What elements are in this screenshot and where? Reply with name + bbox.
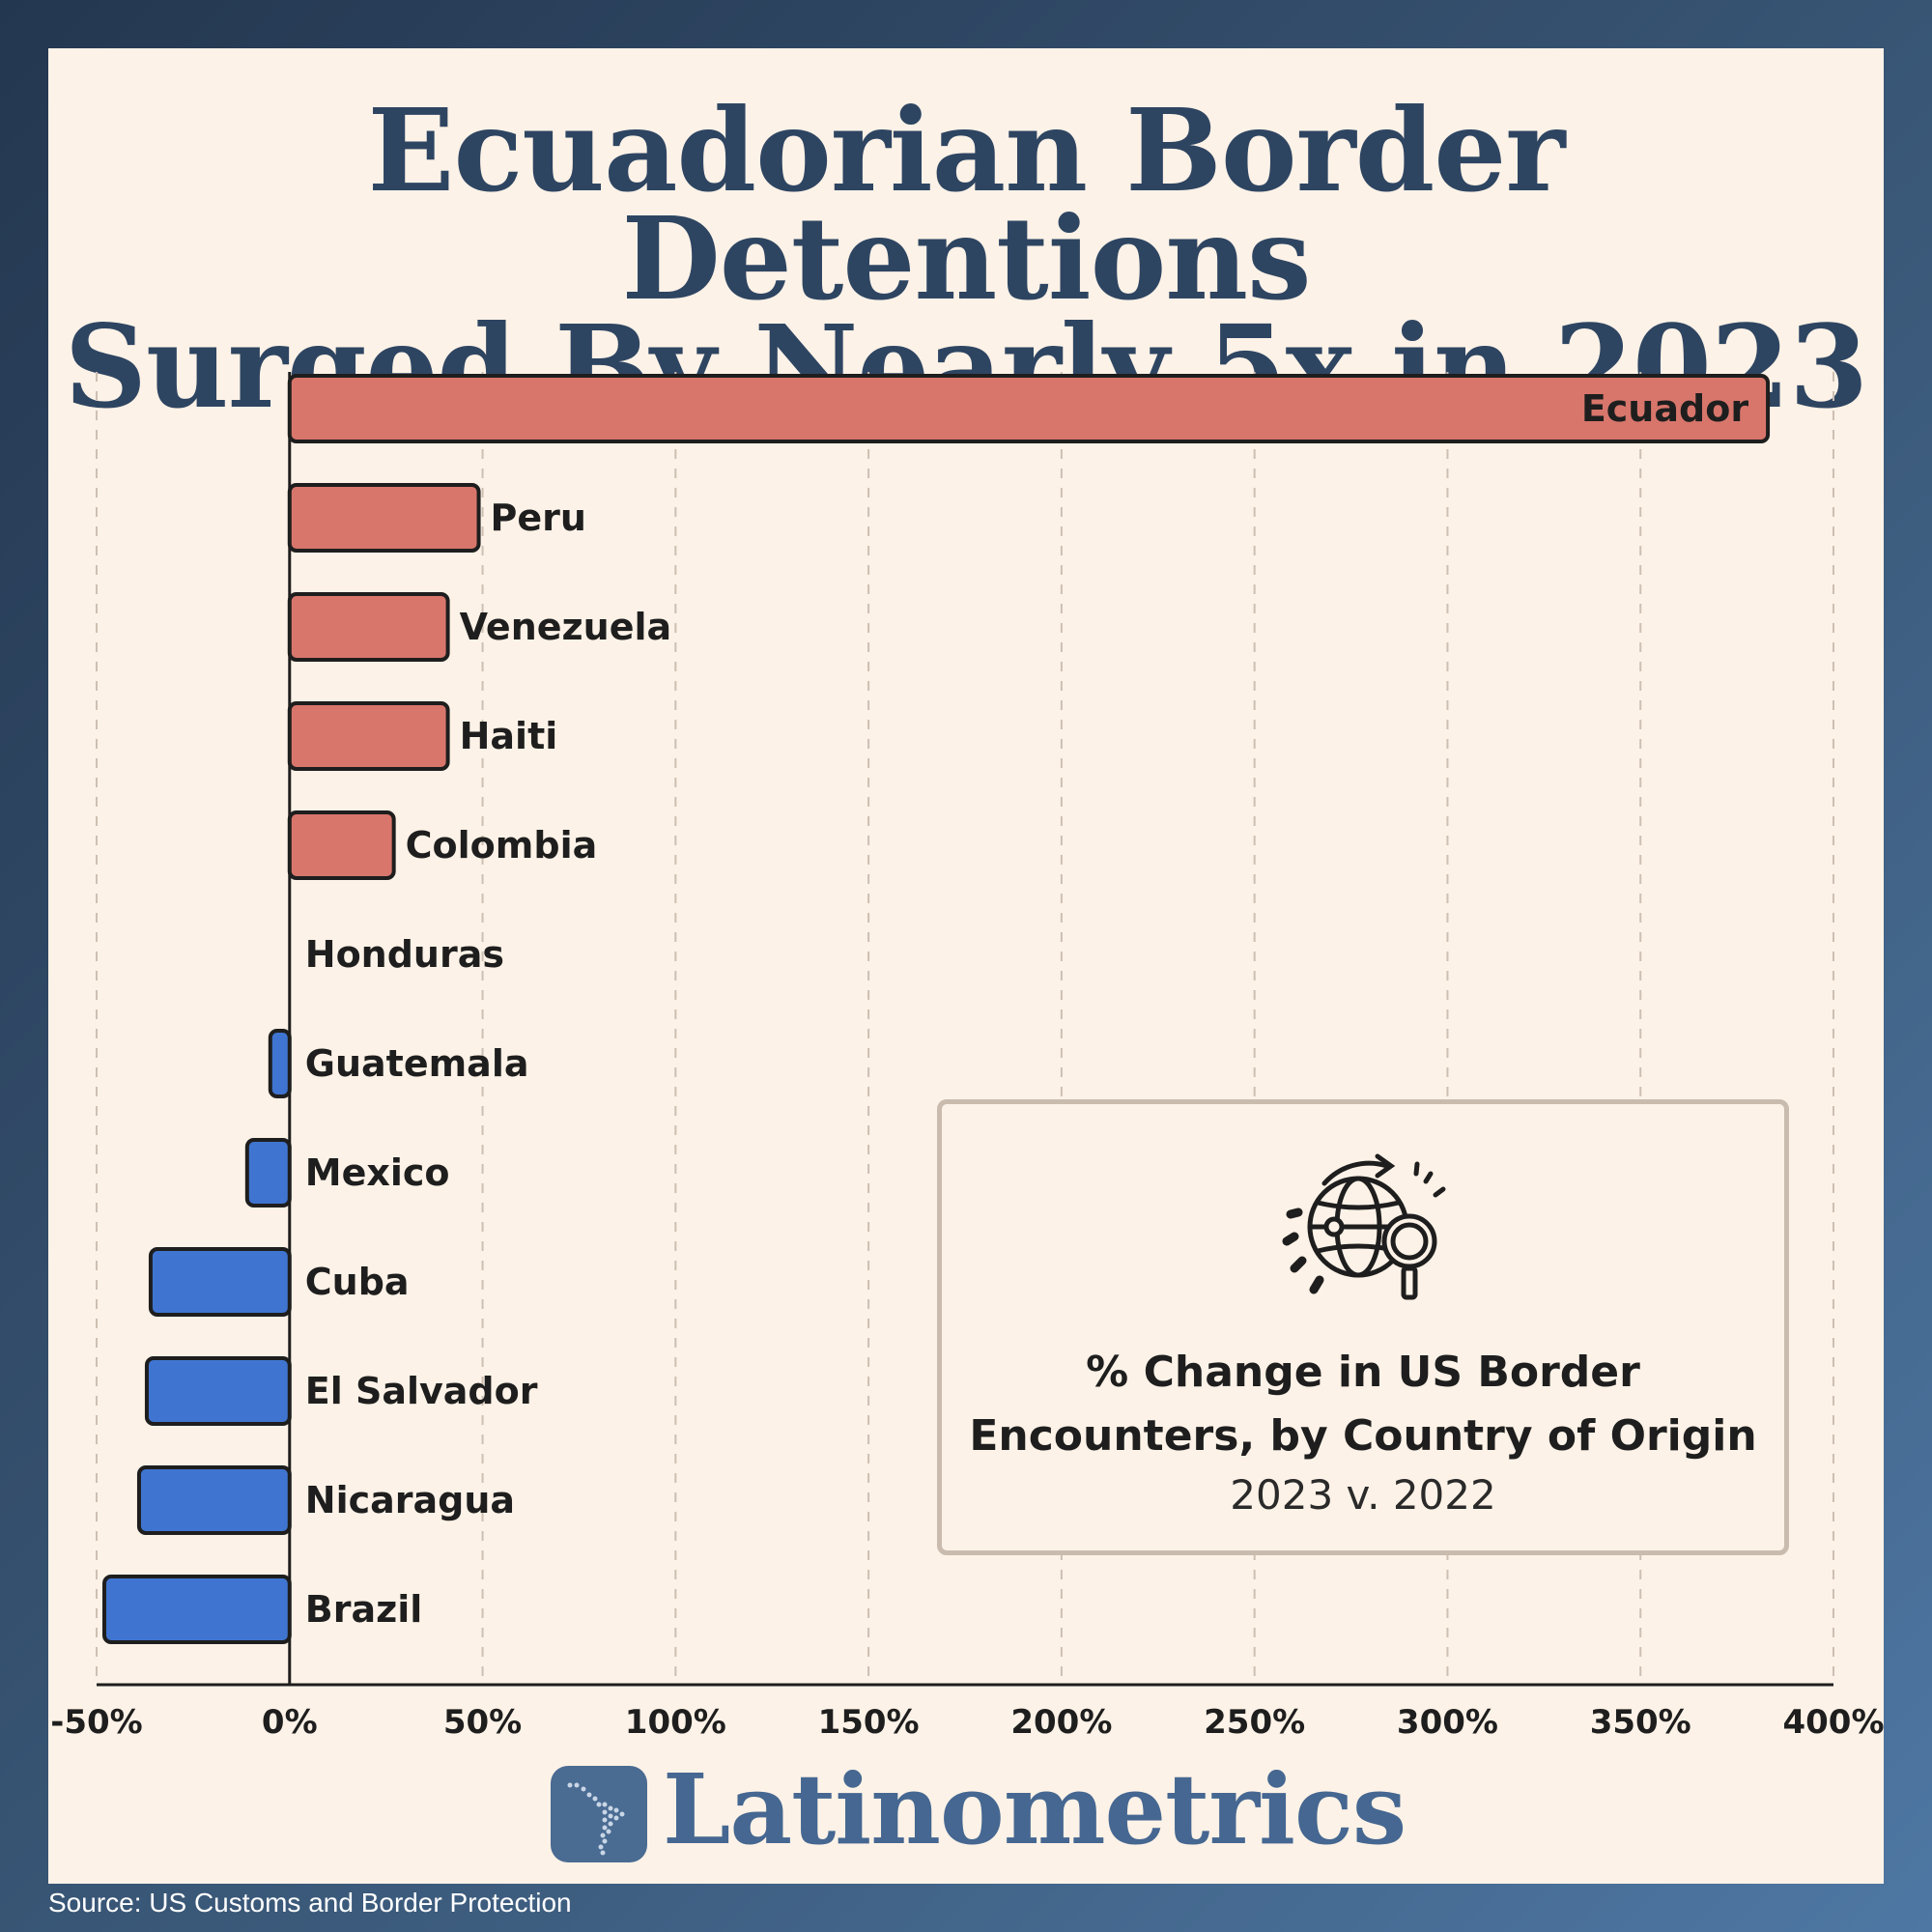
chart-panel [48,48,1884,1884]
bars [101,374,1771,1644]
x-tick-label: 0% [262,1703,318,1742]
bar-label-colombia: Colombia [406,824,598,867]
bar-brazil [101,1575,292,1644]
info-box-title: % Change in US Border Encounters, by Cou… [942,1341,1784,1468]
brand-name: Latinometrics [663,1752,1406,1866]
bar-label-venezuela: Venezuela [460,606,672,648]
info-box-title-line-1: % Change in US Border [1086,1348,1640,1397]
x-tick-label: 100% [625,1703,726,1742]
bar-label-guatemala: Guatemala [305,1042,529,1085]
info-box-title-line-2: Encounters, by Country of Origin [969,1411,1757,1461]
bar-venezuela [287,592,450,662]
bar-colombia [287,810,396,880]
info-box-subtitle: 2023 v. 2022 [1230,1471,1496,1519]
bar-labels: Ecuador Peru Venezuela Haiti Colombia Hondura… [305,387,1749,1631]
bar-ecuador [287,374,1771,443]
bar-label-peru: Peru [491,497,586,539]
globe-search-icon [1281,1145,1455,1309]
bar-label-haiti: Haiti [460,715,558,757]
x-tick-label: 250% [1204,1703,1305,1742]
title-line-1: Ecuadorian Border Detentions [367,83,1566,326]
x-tick-label: 200% [1010,1703,1112,1742]
x-tick-label: 400% [1782,1703,1884,1742]
bar-nicaragua [136,1465,292,1535]
bar-guatemala [268,1029,292,1098]
latin-america-map-icon [551,1766,647,1862]
x-tick-label: 350% [1590,1703,1691,1742]
bar-el-salvador [144,1356,292,1426]
bar-cuba [148,1247,292,1317]
x-tick-label: 50% [443,1703,522,1742]
bar-label-honduras: Honduras [305,933,504,976]
bar-label-brazil: Brazil [305,1588,423,1631]
bar-label-el-salvador: El Salvador [305,1370,538,1412]
bar-label-cuba: Cuba [305,1261,410,1303]
bar-label-nicaragua: Nicaragua [305,1479,515,1521]
bar-label-mexico: Mexico [305,1151,450,1194]
bar-haiti [287,701,450,771]
x-tick-labels: -50% 0% 50% 100% 150% 200% 250% 300% 350% 400% [50,1703,1884,1742]
info-box: % Change in US Border Encounters, by Cou… [937,1099,1789,1555]
x-tick-label: 300% [1397,1703,1498,1742]
bar-peru [287,483,481,553]
x-tick-label: 150% [818,1703,920,1742]
source-note: Source: US Customs and Border Protection [48,1888,572,1918]
x-tick-label: -50% [50,1703,143,1742]
bar-mexico [244,1138,292,1208]
bar-label-ecuador: Ecuador [1581,387,1748,430]
